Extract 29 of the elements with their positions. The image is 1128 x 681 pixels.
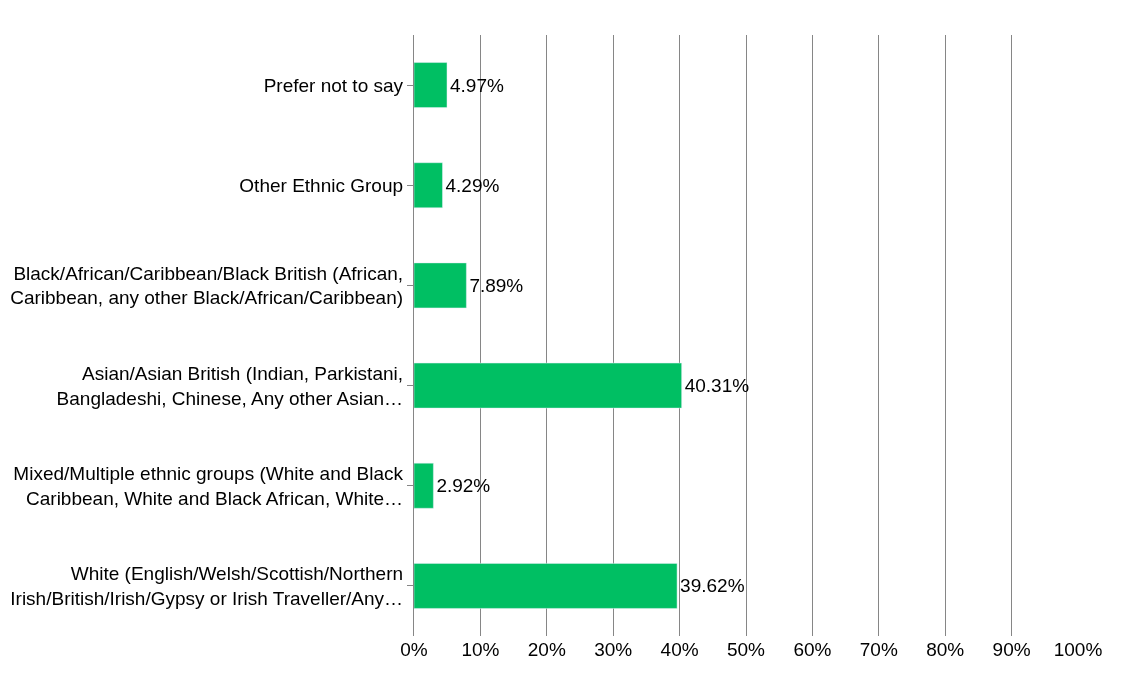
y-tick-label: Mixed/Multiple ethnic groups (White and Black Caribbean, White and Black African, White… <box>13 463 404 509</box>
y-tick-label: Black/African/Caribbean/Black British (African, Caribbean, any other Black/African/Caribbean) <box>10 262 404 309</box>
y-tick-label: Asian/Asian British (Indian, Parkistani, Bangladeshi, Chinese, Any other Asian… <box>56 362 404 409</box>
bar <box>414 62 448 108</box>
x-tick-label: 60% <box>793 639 832 660</box>
y-tick-label: White (English/Welsh/Scottish/Northern Irish/British/Irish/Gypsy or Irish Traveller/Any… <box>10 563 404 609</box>
bar <box>414 462 434 509</box>
data-label: 4.29% <box>445 174 500 196</box>
bar <box>414 563 678 609</box>
data-label: 7.89% <box>469 274 524 296</box>
data-label: 40.31% <box>684 375 750 397</box>
bar <box>414 362 682 409</box>
x-tick-label: 100% <box>1053 639 1103 660</box>
x-tick-label: 0% <box>400 639 428 660</box>
x-tick-label: 90% <box>992 639 1031 660</box>
y-tick-label: Other Ethnic Group <box>239 174 404 196</box>
x-tick-label: 30% <box>594 639 633 660</box>
x-tick-label: 70% <box>859 639 898 660</box>
x-tick-label: 80% <box>926 639 965 660</box>
y-tick-label: Prefer not to say <box>263 74 404 96</box>
data-label: 2.92% <box>436 475 491 497</box>
bar <box>414 262 467 309</box>
x-tick-label: 10% <box>461 639 500 660</box>
bar <box>414 162 443 209</box>
x-tick-label: 50% <box>726 639 766 660</box>
data-label: 39.62% <box>680 575 745 597</box>
x-tick-label: 20% <box>527 639 566 660</box>
data-label: 4.97% <box>450 74 504 96</box>
x-tick-label: 40% <box>660 639 699 660</box>
